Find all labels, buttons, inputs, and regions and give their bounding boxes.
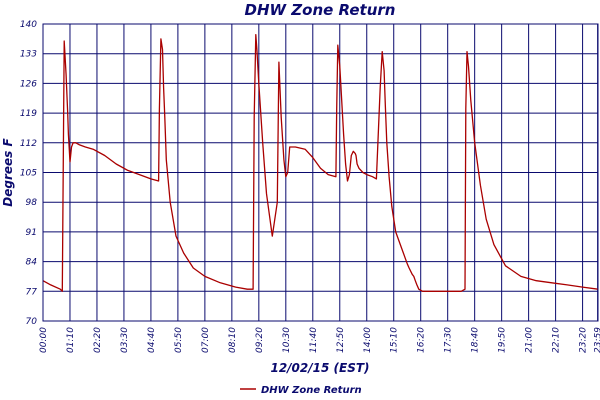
grid bbox=[42, 23, 599, 322]
plot-frame bbox=[42, 23, 599, 322]
legend: DHW Zone Return bbox=[240, 385, 362, 396]
x-tick-label: 03:30 bbox=[120, 327, 130, 353]
y-tick-label: 91 bbox=[26, 228, 37, 238]
legend-label: DHW Zone Return bbox=[261, 385, 362, 396]
x-tick-label: 23:59 bbox=[594, 327, 600, 353]
x-tick-label: 09:20 bbox=[255, 327, 265, 353]
y-tick-label: 112 bbox=[20, 139, 37, 149]
x-tick-label: 15:10 bbox=[390, 327, 400, 353]
x-tick-label: 21:00 bbox=[525, 327, 535, 353]
x-tick-label: 19:50 bbox=[498, 327, 508, 353]
x-axis-title: 12/02/15 (EST) bbox=[270, 361, 369, 375]
x-tick-label: 04:40 bbox=[147, 327, 157, 353]
x-tick-label: 23:20 bbox=[579, 327, 589, 353]
series-line bbox=[42, 33, 599, 292]
x-tick-label: 11:40 bbox=[309, 327, 319, 353]
x-tick-label: 01:10 bbox=[66, 327, 76, 353]
axis-ticks: 70 77 84 91 98 105 112 119 126 133 140 00:00 01:10 02… bbox=[20, 20, 600, 353]
y-tick-label: 77 bbox=[26, 287, 38, 297]
chart-title: DHW Zone Return bbox=[245, 1, 396, 19]
y-tick-label: 105 bbox=[20, 169, 37, 179]
y-tick-label: 98 bbox=[26, 198, 38, 208]
x-tick-label: 00:00 bbox=[39, 327, 49, 353]
x-tick-label: 18:40 bbox=[471, 327, 481, 353]
y-tick-label: 133 bbox=[20, 50, 37, 60]
x-tick-label: 07:00 bbox=[201, 327, 211, 353]
x-tick-label: 22:10 bbox=[552, 327, 562, 353]
series-layer bbox=[42, 33, 599, 292]
y-tick-label: 126 bbox=[20, 79, 37, 89]
x-tick-label: 08:10 bbox=[228, 327, 238, 353]
x-tick-label: 12:50 bbox=[336, 327, 346, 353]
x-tick-label: 16:20 bbox=[417, 327, 427, 353]
x-tick-label: 17:30 bbox=[444, 327, 454, 353]
y-tick-label: 70 bbox=[26, 317, 38, 327]
x-tick-label: 10:30 bbox=[282, 327, 292, 353]
y-axis-title: Degrees F bbox=[1, 137, 15, 206]
y-tick-label: 84 bbox=[26, 258, 38, 268]
y-tick-label: 140 bbox=[20, 20, 37, 30]
x-tick-label: 14:00 bbox=[363, 327, 373, 353]
y-tick-label: 119 bbox=[20, 109, 37, 119]
x-tick-label: 02:20 bbox=[93, 327, 103, 353]
x-tick-label: 05:50 bbox=[174, 327, 184, 353]
